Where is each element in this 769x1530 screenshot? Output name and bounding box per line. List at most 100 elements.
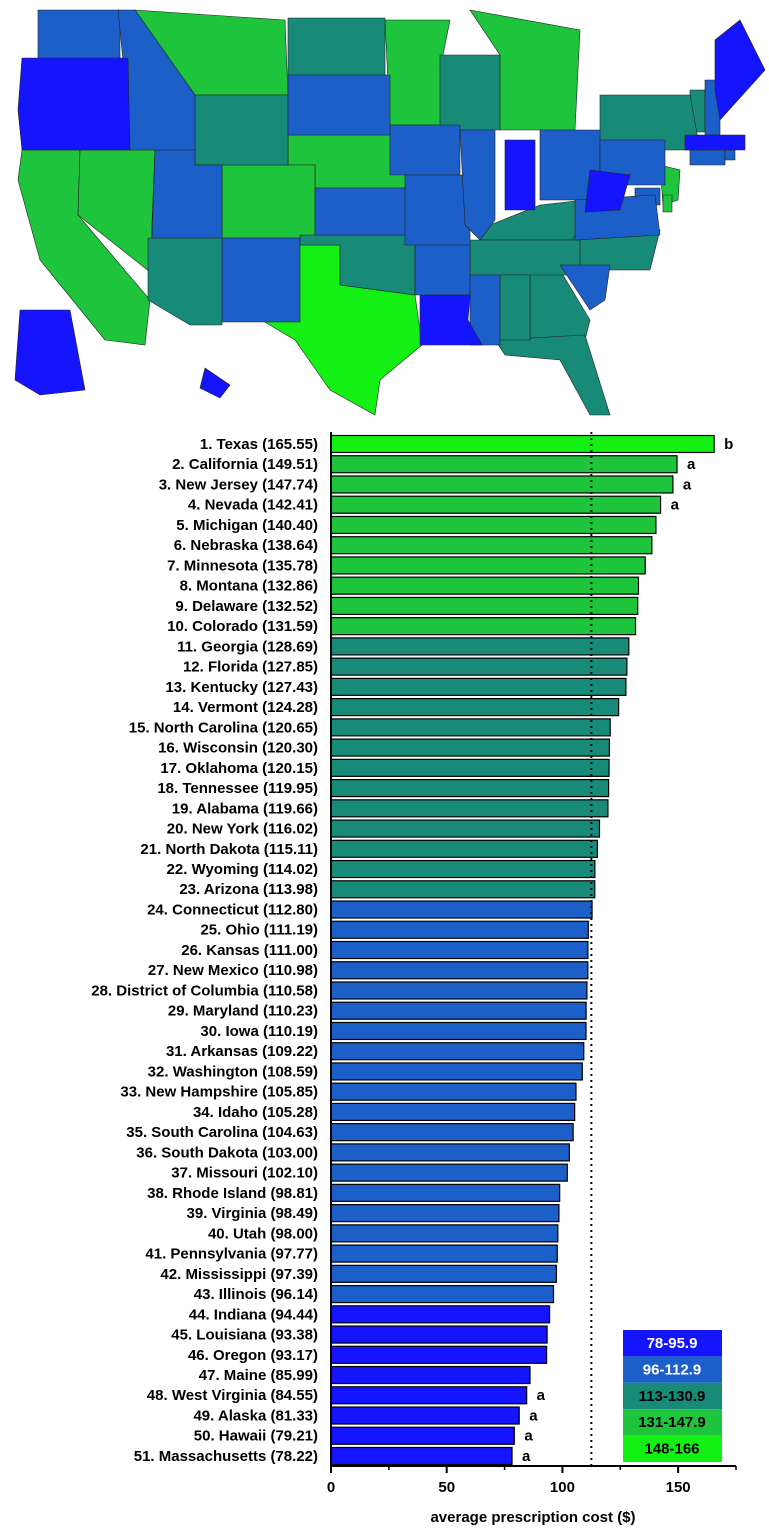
x-tick-label: 100 [550, 1479, 575, 1496]
bar [330, 1264, 557, 1283]
y-tick-label: 28. District of Columbia (110.58) [91, 982, 318, 999]
state [584, 169, 631, 213]
y-tick-label: 6. Nebraska (138.64) [174, 537, 318, 554]
bar [330, 576, 640, 595]
y-tick-label: 21. North Dakota (115.11) [140, 841, 318, 858]
y-tick-label: 23. Arizona (113.98) [179, 881, 318, 898]
legend-label: 148-166 [644, 1441, 699, 1458]
bar [330, 1082, 577, 1101]
bar [330, 1244, 558, 1263]
y-tick-label: 7. Minnesota (135.78) [167, 557, 318, 574]
bar [330, 1123, 574, 1142]
significance-letter: b [724, 436, 733, 453]
significance-letter: a [524, 1428, 533, 1445]
bar [330, 556, 646, 575]
bar [330, 1021, 587, 1041]
bar [330, 1365, 531, 1385]
state [314, 187, 413, 236]
y-tick-label: 41. Pennsylvania (97.77) [145, 1246, 318, 1263]
y-tick-label: 12. Florida (127.85) [183, 659, 318, 676]
legend-swatch [623, 1409, 722, 1436]
legend-label: 113-130.9 [639, 1388, 706, 1405]
state [194, 94, 289, 166]
bar [330, 758, 610, 777]
legend-swatch [623, 1382, 722, 1410]
y-tick-label: 18. Tennessee (119.95) [157, 780, 318, 797]
state [494, 334, 611, 416]
y-tick-label: 11. Georgia (128.69) [177, 638, 318, 655]
x-tick-label: 50 [438, 1479, 455, 1496]
bar [330, 778, 610, 798]
bar [330, 819, 601, 838]
state [504, 139, 536, 211]
y-tick-label: 32. Washington (108.59) [148, 1063, 318, 1080]
state [151, 149, 223, 239]
state [662, 194, 673, 213]
y-tick-label: 51. Massachusetts (78.22) [134, 1448, 318, 1465]
y-tick-label: 50. Hawaii (79.21) [194, 1428, 318, 1445]
state [221, 164, 316, 239]
y-tick-label: 34. Idaho (105.28) [193, 1104, 318, 1121]
y-tick-label: 8. Montana (132.86) [180, 578, 318, 595]
significance-letter: a [683, 476, 692, 493]
y-tick-label: 36. South Dakota (103.00) [136, 1144, 318, 1161]
y-tick-label: 45. Louisiana (93.38) [171, 1327, 318, 1344]
bar [330, 880, 596, 899]
y-tick-label: 40. Utah (98.00) [208, 1225, 318, 1242]
y-tick-label: 25. Ohio (111.19) [200, 922, 318, 939]
bar [330, 920, 589, 939]
state [439, 54, 501, 131]
y-tick-label: 2. California (149.51) [172, 456, 318, 473]
bar [330, 455, 678, 474]
state [689, 149, 726, 166]
bar [330, 515, 657, 535]
state [17, 57, 131, 151]
bar [330, 1406, 520, 1425]
us-map [14, 9, 766, 416]
bar [330, 1386, 528, 1405]
bar [330, 1325, 548, 1344]
y-tick-label: 33. New Hampshire (105.85) [120, 1084, 318, 1101]
y-tick-label: 4. Nevada (142.41) [188, 497, 318, 514]
legend-swatch [623, 1435, 722, 1462]
y-tick-label: 48. West Virginia (84.55) [147, 1387, 318, 1404]
state [469, 9, 581, 131]
bar [330, 637, 630, 656]
bar [330, 596, 639, 616]
significance-letter: a [537, 1387, 546, 1404]
x-axis-label: average prescription cost ($) [430, 1509, 635, 1526]
bar [330, 940, 589, 960]
bar [330, 718, 611, 737]
y-tick-label: 49. Alaska (81.33) [193, 1407, 318, 1424]
state [714, 19, 766, 121]
y-tick-label: 27. New Mexico (110.98) [148, 962, 318, 979]
y-tick-label: 44. Indiana (94.44) [189, 1306, 318, 1323]
state [499, 274, 531, 341]
bar [330, 1305, 551, 1324]
legend-label: 78-95.9 [647, 1335, 698, 1352]
state [287, 17, 386, 76]
state [559, 264, 611, 311]
bar [330, 1224, 559, 1243]
x-tick-label: 150 [666, 1479, 691, 1496]
state [14, 309, 86, 396]
y-tick-label: 3. New Jersey (147.74) [159, 476, 318, 493]
y-tick-label: 29. Maryland (110.23) [168, 1003, 318, 1020]
state [404, 174, 471, 246]
y-tick-label: 13. Kentucky (127.43) [165, 679, 318, 696]
y-tick-label: 16. Wisconsin (120.30) [158, 740, 318, 757]
significance-letter: a [687, 456, 696, 473]
y-tick-label: 14. Vermont (124.28) [173, 699, 318, 716]
bar [330, 1284, 555, 1304]
y-tick-label: 47. Maine (85.99) [199, 1367, 318, 1384]
bar [330, 1183, 561, 1202]
y-tick-label: 22. Wyoming (114.02) [167, 861, 318, 878]
bar [330, 1204, 560, 1223]
bar [330, 900, 593, 919]
y-tick-label: 38. Rhode Island (98.81) [147, 1185, 318, 1202]
x-tick-label: 0 [327, 1479, 335, 1496]
y-tick-label: 46. Oregon (93.17) [188, 1347, 318, 1364]
state [389, 124, 461, 176]
y-tick-label: 43. Illinois (96.14) [194, 1286, 318, 1303]
